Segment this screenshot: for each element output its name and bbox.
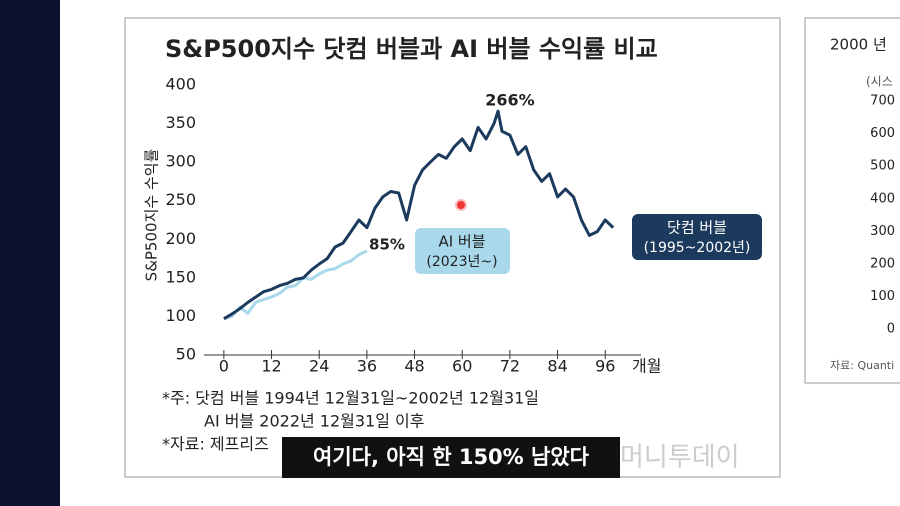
x-tick-label: 72 [500,357,520,376]
ai-callout-period: (2023년~) [426,254,497,270]
side-frame [804,17,900,384]
side-source: 자료: Quanti [830,359,894,372]
dotcom-callout [632,214,762,260]
y-tick-label: 350 [165,113,196,132]
x-tick-label: 12 [261,357,281,376]
y-tick-label: 250 [165,190,196,209]
series-line [223,109,615,320]
x-tick-label: 0 [219,357,229,376]
y-tick-label: 400 [165,75,196,94]
side-tick-label: 100 [870,289,895,304]
side-unit: (시스 [866,75,893,89]
x-axis-label: 개월 [632,357,661,376]
y-axis-label: S&P500지수 수익률 [143,148,161,281]
y-tick-label: 300 [165,152,196,171]
side-tick-label: 600 [870,126,895,141]
ai-callout-name: AI 버블 [438,233,485,251]
x-tick-label: 36 [357,357,377,376]
side-tick-label: 400 [870,191,895,206]
left-strip [0,0,60,506]
caption-box [282,437,620,478]
note: *자료: 제프리즈 [162,435,269,454]
x-tick-label: 24 [309,357,329,376]
cursor [455,199,467,211]
watermark: 머니투데이 [620,443,740,473]
x-tick-label: 96 [595,357,615,376]
y-tick-label: 200 [165,229,196,248]
x-tick-label: 84 [547,357,567,376]
y-tick-label: 100 [165,306,196,325]
peak-label: 266% [485,91,534,110]
ai-label: 85% [369,236,405,254]
side-tick-label: 200 [870,257,895,272]
x-tick-label: 48 [404,357,424,376]
caption: 여기다, 아직 한 150% 남았다 [313,445,590,469]
x-tick-label: 60 [452,357,472,376]
side-tick-label: 300 [870,224,895,239]
chart-title: S&P500지수 닷컴 버블과 AI 버블 수익률 비교 [165,35,658,63]
y-tick-label: 50 [176,345,196,364]
dotcom-callout-period: (1995~2002년) [644,240,751,256]
ai-callout [415,228,510,274]
side-tick-label: 500 [870,159,895,174]
series-line [223,249,368,321]
y-tick-label: 150 [165,267,196,286]
note: AI 버블 2022년 12월31일 이후 [204,412,425,431]
side-title: 2000 년 [830,36,887,54]
side-tick-label: 0 [887,322,895,337]
note: *주: 닷컴 버블 1994년 12월31일~2002년 12월31일 [162,389,539,408]
side-tick-label: 700 [870,94,895,109]
dotcom-callout-name: 닷컴 버블 [667,219,727,237]
